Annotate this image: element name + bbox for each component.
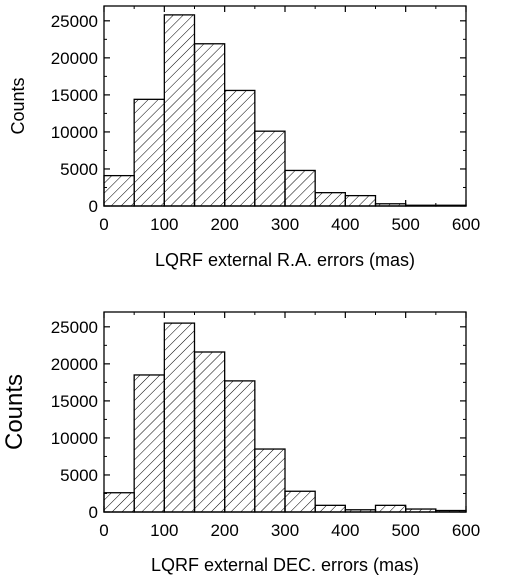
x-tick-label: 100 [150, 521, 178, 540]
x-tick-label: 200 [210, 215, 238, 234]
y-tick-label: 20000 [51, 49, 98, 68]
histogram-bar [224, 89, 256, 207]
histogram-bar [284, 169, 316, 207]
histogram-bar [193, 351, 226, 513]
histogram-bar [133, 98, 165, 207]
x-tick-label: 600 [452, 215, 480, 234]
histogram-bar [103, 174, 135, 207]
histogram-bar [163, 14, 196, 207]
y-tick-label: 10000 [51, 123, 98, 142]
histogram-bar [314, 504, 346, 513]
histogram-bar [344, 194, 377, 207]
y-tick-label: 10000 [51, 429, 98, 448]
histogram-bar [133, 374, 165, 513]
x-tick-label: 0 [99, 215, 108, 234]
histogram-bar [224, 380, 256, 513]
y-tick-label: 15000 [51, 86, 98, 105]
y-tick-label: 5000 [60, 466, 98, 485]
y-tick-label: 5000 [60, 160, 98, 179]
y-tick-label: 0 [89, 197, 98, 216]
x-axis-title: LQRF external DEC. errors (mas) [151, 555, 419, 575]
x-tick-label: 200 [210, 521, 238, 540]
x-axis-title: LQRF external R.A. errors (mas) [155, 250, 415, 270]
y-tick-label: 0 [89, 503, 98, 522]
histogram-bar [374, 504, 407, 513]
x-tick-label: 300 [271, 215, 299, 234]
x-tick-label: 500 [391, 521, 419, 540]
x-tick-label: 600 [452, 521, 480, 540]
y-axis-title: Counts [1, 374, 28, 450]
histogram-bar [193, 43, 226, 207]
y-tick-label: 15000 [51, 392, 98, 411]
x-tick-label: 100 [150, 215, 178, 234]
x-tick-label: 300 [271, 521, 299, 540]
histogram-bar [254, 448, 286, 513]
x-tick-label: 500 [391, 215, 419, 234]
histogram-bar [103, 492, 135, 513]
y-tick-label: 25000 [51, 12, 98, 31]
histogram-bar [254, 130, 286, 207]
x-tick-label: 400 [331, 215, 359, 234]
histogram-bar [314, 192, 346, 207]
histogram-bar [163, 322, 196, 513]
y-tick-label: 20000 [51, 355, 98, 374]
histogram-bar [284, 490, 316, 513]
x-tick-label: 0 [99, 521, 108, 540]
dec-errors-histogram: 0 100 200 300 400 500 600 0 5000 10000 15000 20000 2… [1, 311, 480, 575]
ra-errors-histogram: 0 100 200 300 400 500 600 0 5000 10000 15000 20000 2… [8, 5, 480, 270]
y-axis-title: Counts [8, 77, 28, 134]
x-tick-label: 400 [331, 521, 359, 540]
y-tick-label: 25000 [51, 318, 98, 337]
